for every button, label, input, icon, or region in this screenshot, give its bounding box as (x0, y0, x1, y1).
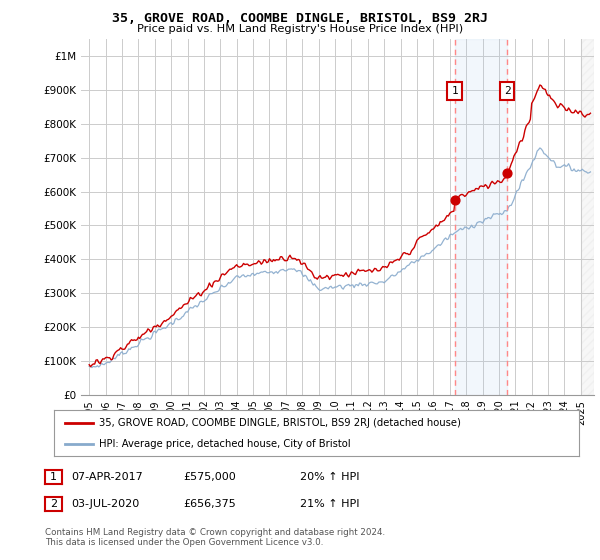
Text: Contains HM Land Registry data © Crown copyright and database right 2024.
This d: Contains HM Land Registry data © Crown c… (45, 528, 385, 547)
Text: 35, GROVE ROAD, COOMBE DINGLE, BRISTOL, BS9 2RJ (detached house): 35, GROVE ROAD, COOMBE DINGLE, BRISTOL, … (98, 418, 461, 428)
Text: 1: 1 (451, 86, 458, 96)
Text: 07-APR-2017: 07-APR-2017 (71, 472, 143, 482)
Text: £656,375: £656,375 (183, 499, 236, 509)
Point (450, 195, 460, 204)
Text: 2: 2 (50, 499, 57, 509)
Text: 20% ↑ HPI: 20% ↑ HPI (300, 472, 359, 482)
Point (502, 168, 512, 177)
Text: HPI: Average price, detached house, City of Bristol: HPI: Average price, detached house, City… (98, 439, 350, 449)
Text: 2: 2 (504, 86, 511, 96)
Text: Price paid vs. HM Land Registry's House Price Index (HPI): Price paid vs. HM Land Registry's House … (137, 24, 463, 34)
Text: 21% ↑ HPI: 21% ↑ HPI (300, 499, 359, 509)
Text: £575,000: £575,000 (183, 472, 236, 482)
Bar (581, 39, 594, 395)
Bar (455, 39, 507, 395)
Text: 03-JUL-2020: 03-JUL-2020 (71, 499, 139, 509)
Text: 1: 1 (50, 472, 57, 482)
Text: 35, GROVE ROAD, COOMBE DINGLE, BRISTOL, BS9 2RJ: 35, GROVE ROAD, COOMBE DINGLE, BRISTOL, … (112, 12, 488, 25)
